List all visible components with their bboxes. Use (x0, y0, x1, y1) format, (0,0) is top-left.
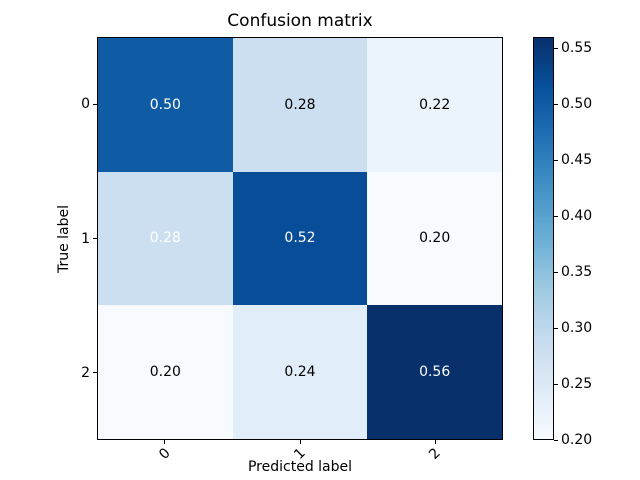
y-tick-mark (93, 103, 97, 105)
colorbar (533, 37, 554, 440)
y-tick-label: 0 (81, 96, 90, 113)
colorbar-tick-mark (554, 383, 558, 385)
colorbar-tick-mark (554, 327, 558, 329)
matrix-cell-0-2: 0.22 (367, 38, 502, 172)
x-axis-label: Predicted label (247, 459, 353, 475)
x-tick-mark (299, 440, 301, 444)
matrix-cell-0-0: 0.50 (98, 38, 233, 172)
colorbar-tick-mark (554, 159, 558, 161)
colorbar-tick-label: 0.55 (561, 40, 593, 57)
y-tick-mark (93, 238, 97, 239)
y-tick-mark (93, 372, 97, 374)
x-tick-mark (434, 440, 436, 444)
colorbar-tick-label: 0.35 (561, 264, 593, 281)
colorbar-tick-label: 0.50 (561, 96, 593, 113)
colorbar-tick-label: 0.25 (561, 376, 593, 393)
colorbar-gradient (534, 38, 553, 439)
matrix-cell-1-2: 0.20 (367, 171, 502, 306)
y-tick-label: 1 (81, 230, 90, 247)
matrix-cell-1-0: 0.28 (98, 171, 233, 306)
colorbar-tick-mark (554, 439, 558, 441)
colorbar-tick-mark (554, 103, 558, 105)
matrix-cell-0-1: 0.28 (232, 38, 368, 172)
colorbar-tick-label: 0.45 (561, 152, 593, 169)
colorbar-tick-mark (554, 271, 558, 273)
y-tick-label: 2 (81, 364, 90, 381)
colorbar-tick-mark (554, 215, 558, 217)
heatmap-plot-area: 0.50 0.28 0.22 0.28 0.52 0.20 0.20 0.24 0.56 (97, 37, 503, 440)
matrix-cell-2-0: 0.20 (98, 305, 233, 439)
heatmap-grid: 0.50 0.28 0.22 0.28 0.52 0.20 0.20 0.24 0.56 (98, 38, 502, 439)
matrix-cell-2-2: 0.56 (367, 305, 502, 439)
colorbar-tick-mark (554, 47, 558, 49)
x-tick-mark (164, 440, 166, 444)
matrix-cell-2-1: 0.24 (232, 305, 368, 439)
colorbar-tick-label: 0.30 (561, 320, 593, 337)
colorbar-tick-label: 0.40 (561, 208, 593, 225)
colorbar-tick-label: 0.20 (561, 432, 593, 448)
matrix-cell-1-1: 0.52 (232, 171, 368, 306)
chart-title: Confusion matrix (227, 11, 373, 31)
